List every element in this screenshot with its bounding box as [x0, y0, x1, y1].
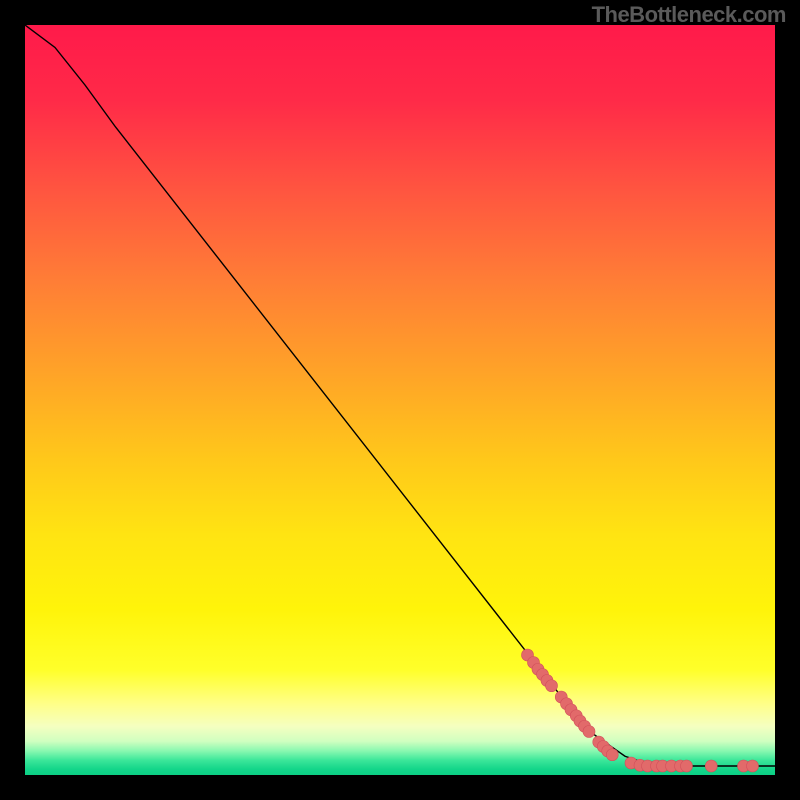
bottleneck-chart: [25, 25, 775, 775]
data-marker: [583, 726, 595, 738]
data-marker: [681, 760, 693, 772]
chart-svg: [25, 25, 775, 775]
data-marker: [546, 680, 558, 692]
chart-background: [25, 25, 775, 775]
data-marker: [747, 760, 759, 772]
data-marker: [705, 760, 717, 772]
data-marker: [606, 749, 618, 761]
